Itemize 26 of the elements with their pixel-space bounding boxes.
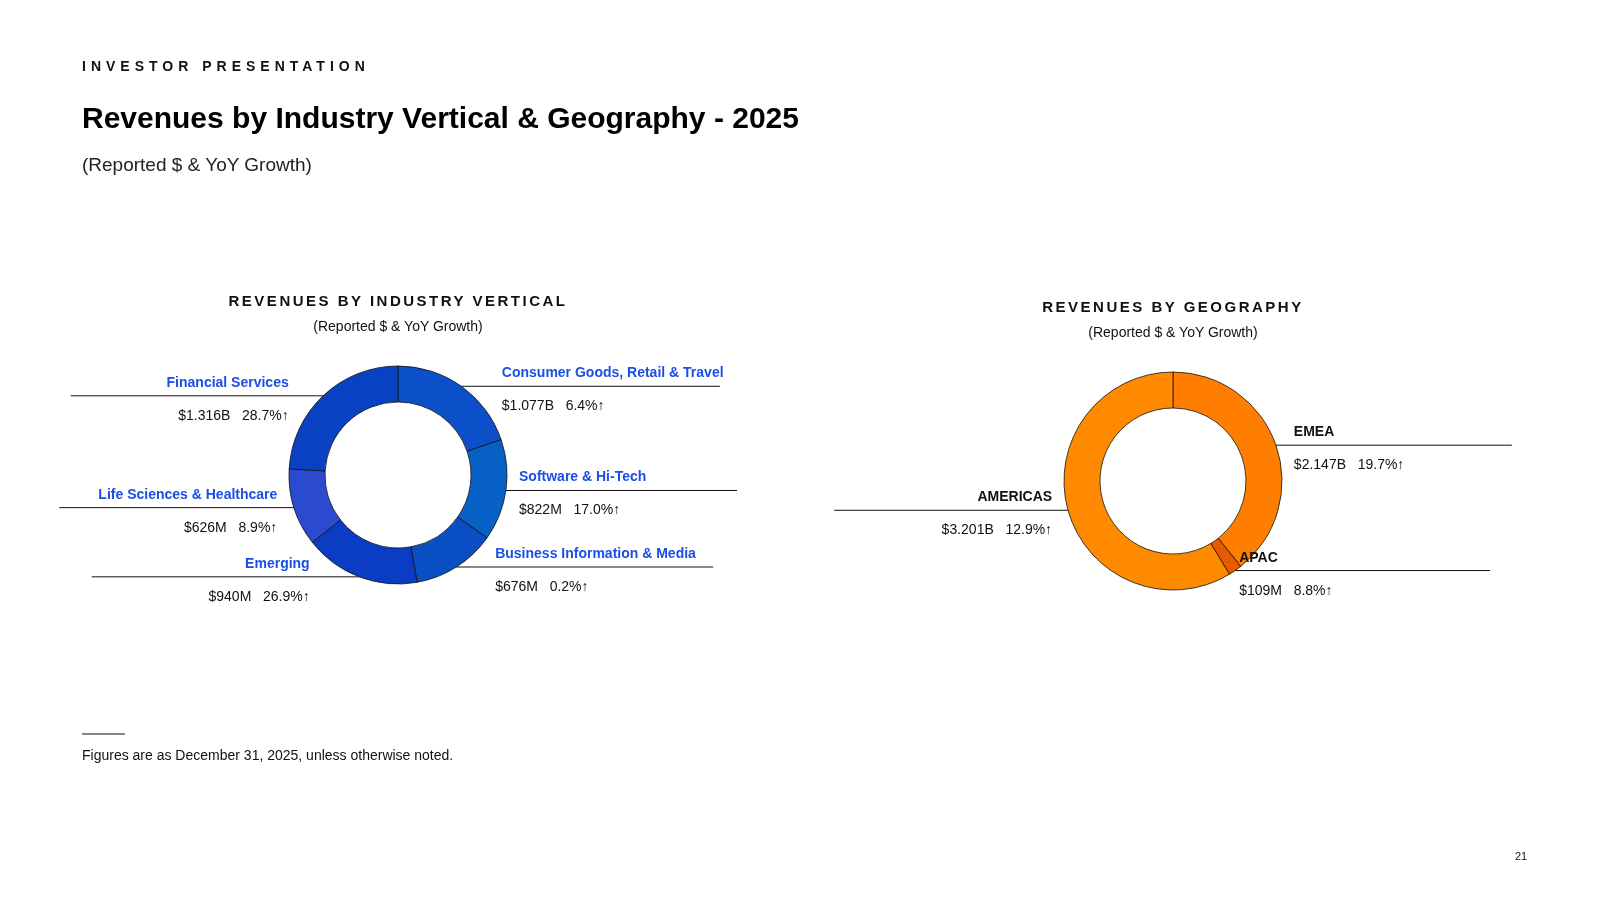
text: 21: [1515, 850, 1528, 862]
text: $2.147B 19.7%↑: [1293, 456, 1405, 473]
text: $1.316B 28.7%↑: [178, 406, 289, 423]
chart-title: REVENUES BY INDUSTRY VERTICAL: [228, 292, 568, 309]
text: Revenues by Industry Vertical & Geography - 2025: [82, 101, 799, 134]
text: $626M 8.9%↑: [183, 518, 278, 535]
slice-label: Software & Hi-Tech: [519, 468, 647, 485]
slice-label: Life Sciences & Healthcare: [98, 485, 278, 502]
text: $676M 0.2%↑: [495, 578, 589, 595]
slice-label: Financial Services: [166, 373, 289, 390]
text: $940M 26.9%↑: [208, 587, 310, 604]
slice-label: Business Information & Media: [495, 545, 697, 562]
chart-subtitle: (Reported $ & YoY Growth): [1088, 324, 1258, 340]
text: Figures are as December 31, 2025, unless otherwise noted.: [82, 747, 454, 763]
slice-label: Consumer Goods, Retail & Travel: [501, 364, 724, 381]
slice-label: EMEA: [1293, 423, 1335, 440]
slice-label: AMERICAS: [977, 488, 1053, 505]
chart-title: REVENUES BY GEOGRAPHY: [1042, 298, 1304, 315]
chart-subtitle: (Reported $ & YoY Growth): [313, 318, 483, 334]
text: INVESTOR PRESENTATION: [82, 58, 370, 74]
text: (Reported $ & YoY Growth): [82, 154, 312, 175]
text: $1.077B 6.4%↑: [501, 397, 605, 414]
text: $109M 8.8%↑: [1239, 581, 1333, 598]
slice-label: Emerging: [245, 554, 310, 571]
text: $3.201B 12.9%↑: [941, 521, 1053, 538]
text: $822M 17.0%↑: [519, 501, 621, 518]
